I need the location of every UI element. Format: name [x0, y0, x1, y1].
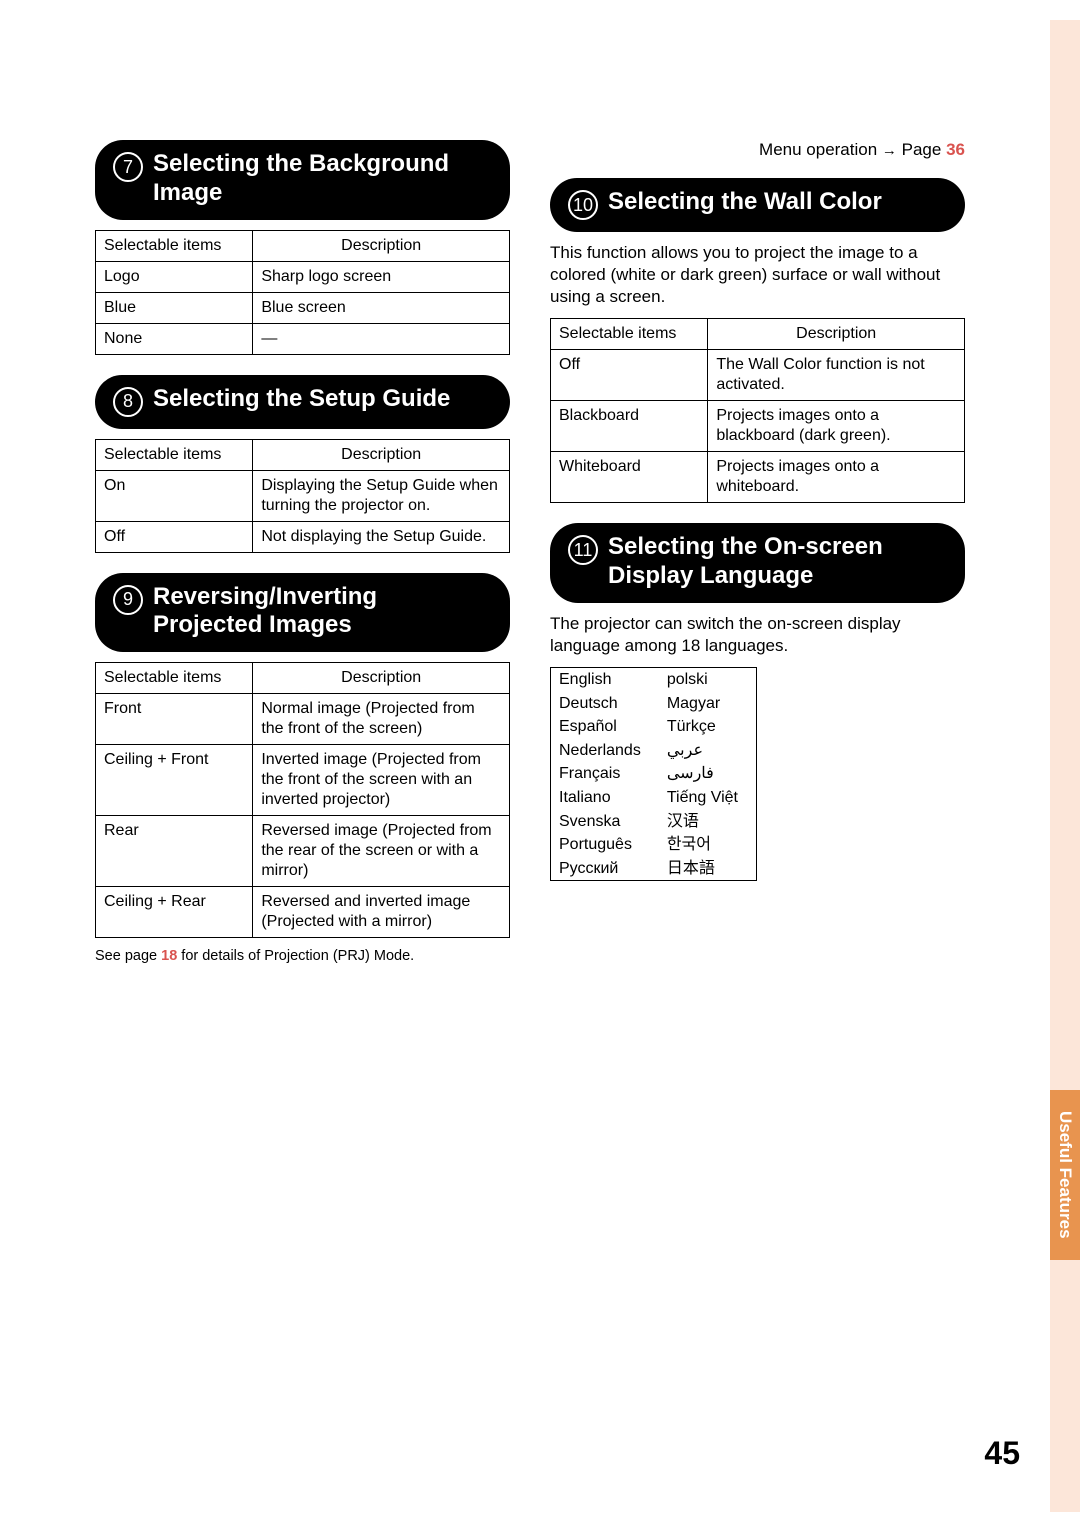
table-header: Selectable items — [96, 230, 253, 261]
table-header: Description — [253, 663, 510, 694]
section-title: Selecting the Wall Color — [608, 188, 882, 217]
table-row: OffThe Wall Color function is not activa… — [551, 350, 965, 401]
table-row: WhiteboardProjects images onto a whitebo… — [551, 452, 965, 503]
lang-row: EspañolTürkçe — [551, 715, 757, 739]
section-title: Selecting the Background Image — [153, 150, 490, 208]
page-content: 7 Selecting the Background Image Selecta… — [95, 140, 965, 984]
circled-number-icon: 7 — [113, 152, 143, 182]
arrow-icon: → — [882, 142, 897, 159]
lang-row: Nederlandsعربي — [551, 739, 757, 763]
table-row: Ceiling + RearReversed and inverted imag… — [96, 887, 510, 938]
table-row: FrontNormal image (Projected from the fr… — [96, 694, 510, 745]
lang-row: Englishpolski — [551, 668, 757, 692]
table-row: None— — [96, 323, 510, 354]
lang-row: Svenska汉语 — [551, 810, 757, 834]
section-11-intro: The projector can switch the on-screen d… — [550, 613, 965, 657]
table-header: Selectable items — [96, 663, 253, 694]
lang-row: Françaisفارسی — [551, 762, 757, 786]
section-7-header: 7 Selecting the Background Image — [95, 140, 510, 220]
section-7-table: Selectable items Description LogoSharp l… — [95, 230, 510, 355]
section-10-intro: This function allows you to project the … — [550, 242, 965, 308]
circled-number-icon: 8 — [113, 387, 143, 417]
table-row: OnDisplaying the Setup Guide when turnin… — [96, 470, 510, 521]
section-title: Reversing/Inverting Projected Images — [153, 583, 490, 641]
section-10-table: Selectable items Description OffThe Wall… — [550, 318, 965, 503]
lang-row: Русский日本語 — [551, 857, 757, 881]
circled-number-icon: 11 — [568, 535, 598, 565]
table-header: Description — [708, 319, 965, 350]
table-header: Selectable items — [96, 439, 253, 470]
lang-row: Português한국어 — [551, 833, 757, 857]
table-header: Description — [253, 230, 510, 261]
section-9-footnote: See page 18 for details of Projection (P… — [95, 948, 510, 964]
table-row: Ceiling + FrontInverted image (Projected… — [96, 745, 510, 816]
circled-number-icon: 10 — [568, 190, 598, 220]
left-column: 7 Selecting the Background Image Selecta… — [95, 140, 510, 984]
table-row: BlackboardProjects images onto a blackbo… — [551, 401, 965, 452]
lang-row: ItalianoTiếng Việt — [551, 786, 757, 810]
table-row: LogoSharp logo screen — [96, 261, 510, 292]
table-row: OffNot displaying the Setup Guide. — [96, 521, 510, 552]
section-title: Selecting the Setup Guide — [153, 385, 450, 414]
section-8-header: 8 Selecting the Setup Guide — [95, 375, 510, 429]
section-10-header: 10 Selecting the Wall Color — [550, 178, 965, 232]
table-row: RearReversed image (Projected from the r… — [96, 816, 510, 887]
section-9-header: 9 Reversing/Inverting Projected Images — [95, 573, 510, 653]
section-tab: Useful Features — [1050, 1090, 1080, 1260]
languages-table: Englishpolski DeutschMagyar EspañolTürkç… — [550, 667, 757, 881]
page-number: 45 — [984, 1435, 1020, 1472]
circled-number-icon: 9 — [113, 585, 143, 615]
table-row: BlueBlue screen — [96, 292, 510, 323]
section-title: Selecting the On-screen Display Language — [608, 533, 945, 591]
table-header: Description — [253, 439, 510, 470]
section-11-header: 11 Selecting the On-screen Display Langu… — [550, 523, 965, 603]
tab-label: Useful Features — [1056, 1111, 1074, 1239]
lang-row: DeutschMagyar — [551, 692, 757, 716]
right-column: Menu operation → Page 36 10 Selecting th… — [550, 140, 965, 984]
section-9-table: Selectable items Description FrontNormal… — [95, 662, 510, 938]
side-strip — [1050, 20, 1080, 1512]
menu-operation-ref: Menu operation → Page 36 — [550, 140, 965, 160]
page-ref: 36 — [946, 140, 965, 159]
table-header: Selectable items — [551, 319, 708, 350]
section-8-table: Selectable items Description OnDisplayin… — [95, 439, 510, 553]
